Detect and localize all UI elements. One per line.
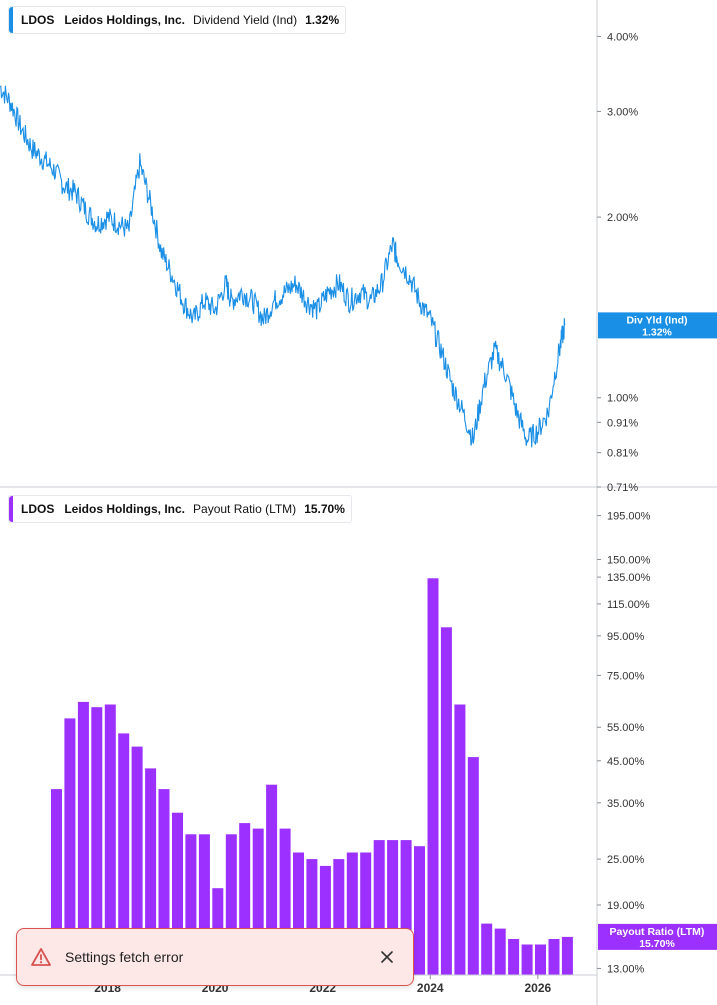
last-value-badge bbox=[598, 923, 717, 950]
y-tick-label: 13.00% bbox=[607, 963, 645, 975]
payout-ratio-bar bbox=[346, 852, 358, 975]
last-value-name: Div Yld (Ind) bbox=[626, 314, 687, 326]
payout-ratio-bar bbox=[333, 859, 345, 975]
payout-ratio-bar bbox=[440, 627, 452, 975]
payout-ratio-bar bbox=[118, 733, 130, 975]
legend-ticker: LDOS bbox=[21, 502, 55, 516]
close-icon[interactable] bbox=[377, 947, 397, 967]
payout-ratio-bar bbox=[373, 840, 385, 975]
y-tick-label: 150.00% bbox=[607, 554, 651, 566]
payout-ratio-bar bbox=[548, 939, 560, 975]
y-tick-label: 0.71% bbox=[607, 482, 638, 494]
payout-ratio-bar bbox=[414, 846, 425, 975]
legend-company: Leidos Holdings, Inc. bbox=[64, 13, 186, 27]
payout-ratio-legend: LDOS Leidos Holdings, Inc. Payout Ratio … bbox=[8, 495, 352, 523]
legend-value: 1.32% bbox=[305, 13, 340, 27]
payout-ratio-bar bbox=[360, 852, 372, 975]
payout-ratio-bar bbox=[239, 823, 251, 975]
toast-message: Settings fetch error bbox=[65, 949, 184, 965]
payout-ratio-bar bbox=[508, 939, 520, 975]
legend-ticker: LDOS bbox=[21, 13, 55, 27]
payout-ratio-bar bbox=[198, 834, 210, 975]
y-tick-label: 95.00% bbox=[607, 631, 645, 643]
last-value-name: Payout Ratio (LTM) bbox=[610, 926, 705, 938]
legend-company: Leidos Holdings, Inc. bbox=[64, 502, 186, 516]
y-tick-label: 135.00% bbox=[607, 572, 651, 584]
payout-ratio-bar bbox=[535, 944, 546, 975]
payout-ratio-bar bbox=[104, 704, 116, 975]
legend-metric: Payout Ratio (LTM) bbox=[193, 502, 297, 516]
y-tick-label: 1.00% bbox=[607, 393, 638, 405]
payout-ratio-bar bbox=[306, 859, 318, 975]
error-toast: Settings fetch error bbox=[16, 928, 414, 986]
payout-ratio-bar bbox=[494, 928, 506, 975]
legend-color-bar bbox=[9, 7, 13, 33]
payout-ratio-bar bbox=[172, 812, 183, 975]
payout-ratio-bar bbox=[64, 718, 76, 975]
y-tick-label: 2.00% bbox=[607, 212, 638, 224]
payout-ratio-bar bbox=[319, 865, 331, 975]
payout-ratio-bar bbox=[77, 701, 89, 975]
payout-ratio-bar bbox=[481, 923, 493, 975]
payout-ratio-bar bbox=[145, 768, 157, 975]
payout-ratio-bar bbox=[158, 789, 170, 975]
y-tick-label: 0.91% bbox=[607, 417, 638, 429]
last-value-badge bbox=[598, 312, 717, 339]
payout-ratio-bar bbox=[427, 578, 439, 975]
y-tick-label: 45.00% bbox=[607, 756, 645, 768]
payout-ratio-bar bbox=[561, 936, 573, 975]
payout-ratio-bar bbox=[467, 757, 479, 975]
legend-metric: Dividend Yield (Ind) bbox=[193, 13, 298, 27]
x-tick-label: 2024 bbox=[417, 981, 444, 995]
y-tick-label: 75.00% bbox=[607, 670, 645, 682]
payout-ratio-bar bbox=[252, 828, 264, 975]
y-tick-label: 4.00% bbox=[607, 31, 638, 43]
payout-ratio-bar bbox=[279, 828, 291, 975]
payout-ratio-bar bbox=[131, 746, 143, 975]
y-tick-label: 55.00% bbox=[607, 722, 645, 734]
legend-value: 15.70% bbox=[304, 502, 345, 516]
payout-ratio-bar bbox=[185, 834, 197, 975]
y-tick-label: 19.00% bbox=[607, 900, 645, 912]
y-tick-label: 25.00% bbox=[607, 854, 645, 866]
payout-ratio-bar bbox=[400, 840, 412, 975]
y-tick-label: 3.00% bbox=[607, 106, 638, 118]
payout-ratio-bar bbox=[225, 834, 237, 975]
y-tick-label: 195.00% bbox=[607, 511, 651, 523]
dividend-yield-series-line bbox=[0, 85, 566, 448]
payout-ratio-bar bbox=[387, 840, 399, 975]
warning-icon bbox=[31, 947, 51, 967]
payout-ratio-bar bbox=[51, 789, 62, 975]
payout-ratio-bar bbox=[293, 852, 304, 975]
y-tick-label: 115.00% bbox=[607, 599, 650, 611]
payout-ratio-bar bbox=[454, 704, 466, 975]
last-value-number: 15.70% bbox=[639, 938, 675, 950]
payout-ratio-bar bbox=[91, 707, 103, 975]
legend-color-bar bbox=[9, 496, 13, 522]
x-tick-label: 2026 bbox=[524, 981, 551, 995]
y-tick-label: 0.81% bbox=[607, 448, 638, 460]
dividend-yield-legend: LDOS Leidos Holdings, Inc. Dividend Yiel… bbox=[8, 6, 347, 34]
payout-ratio-bar bbox=[266, 784, 278, 975]
y-tick-label: 35.00% bbox=[607, 798, 645, 810]
payout-ratio-bar bbox=[521, 944, 533, 975]
last-value-number: 1.32% bbox=[642, 326, 672, 338]
